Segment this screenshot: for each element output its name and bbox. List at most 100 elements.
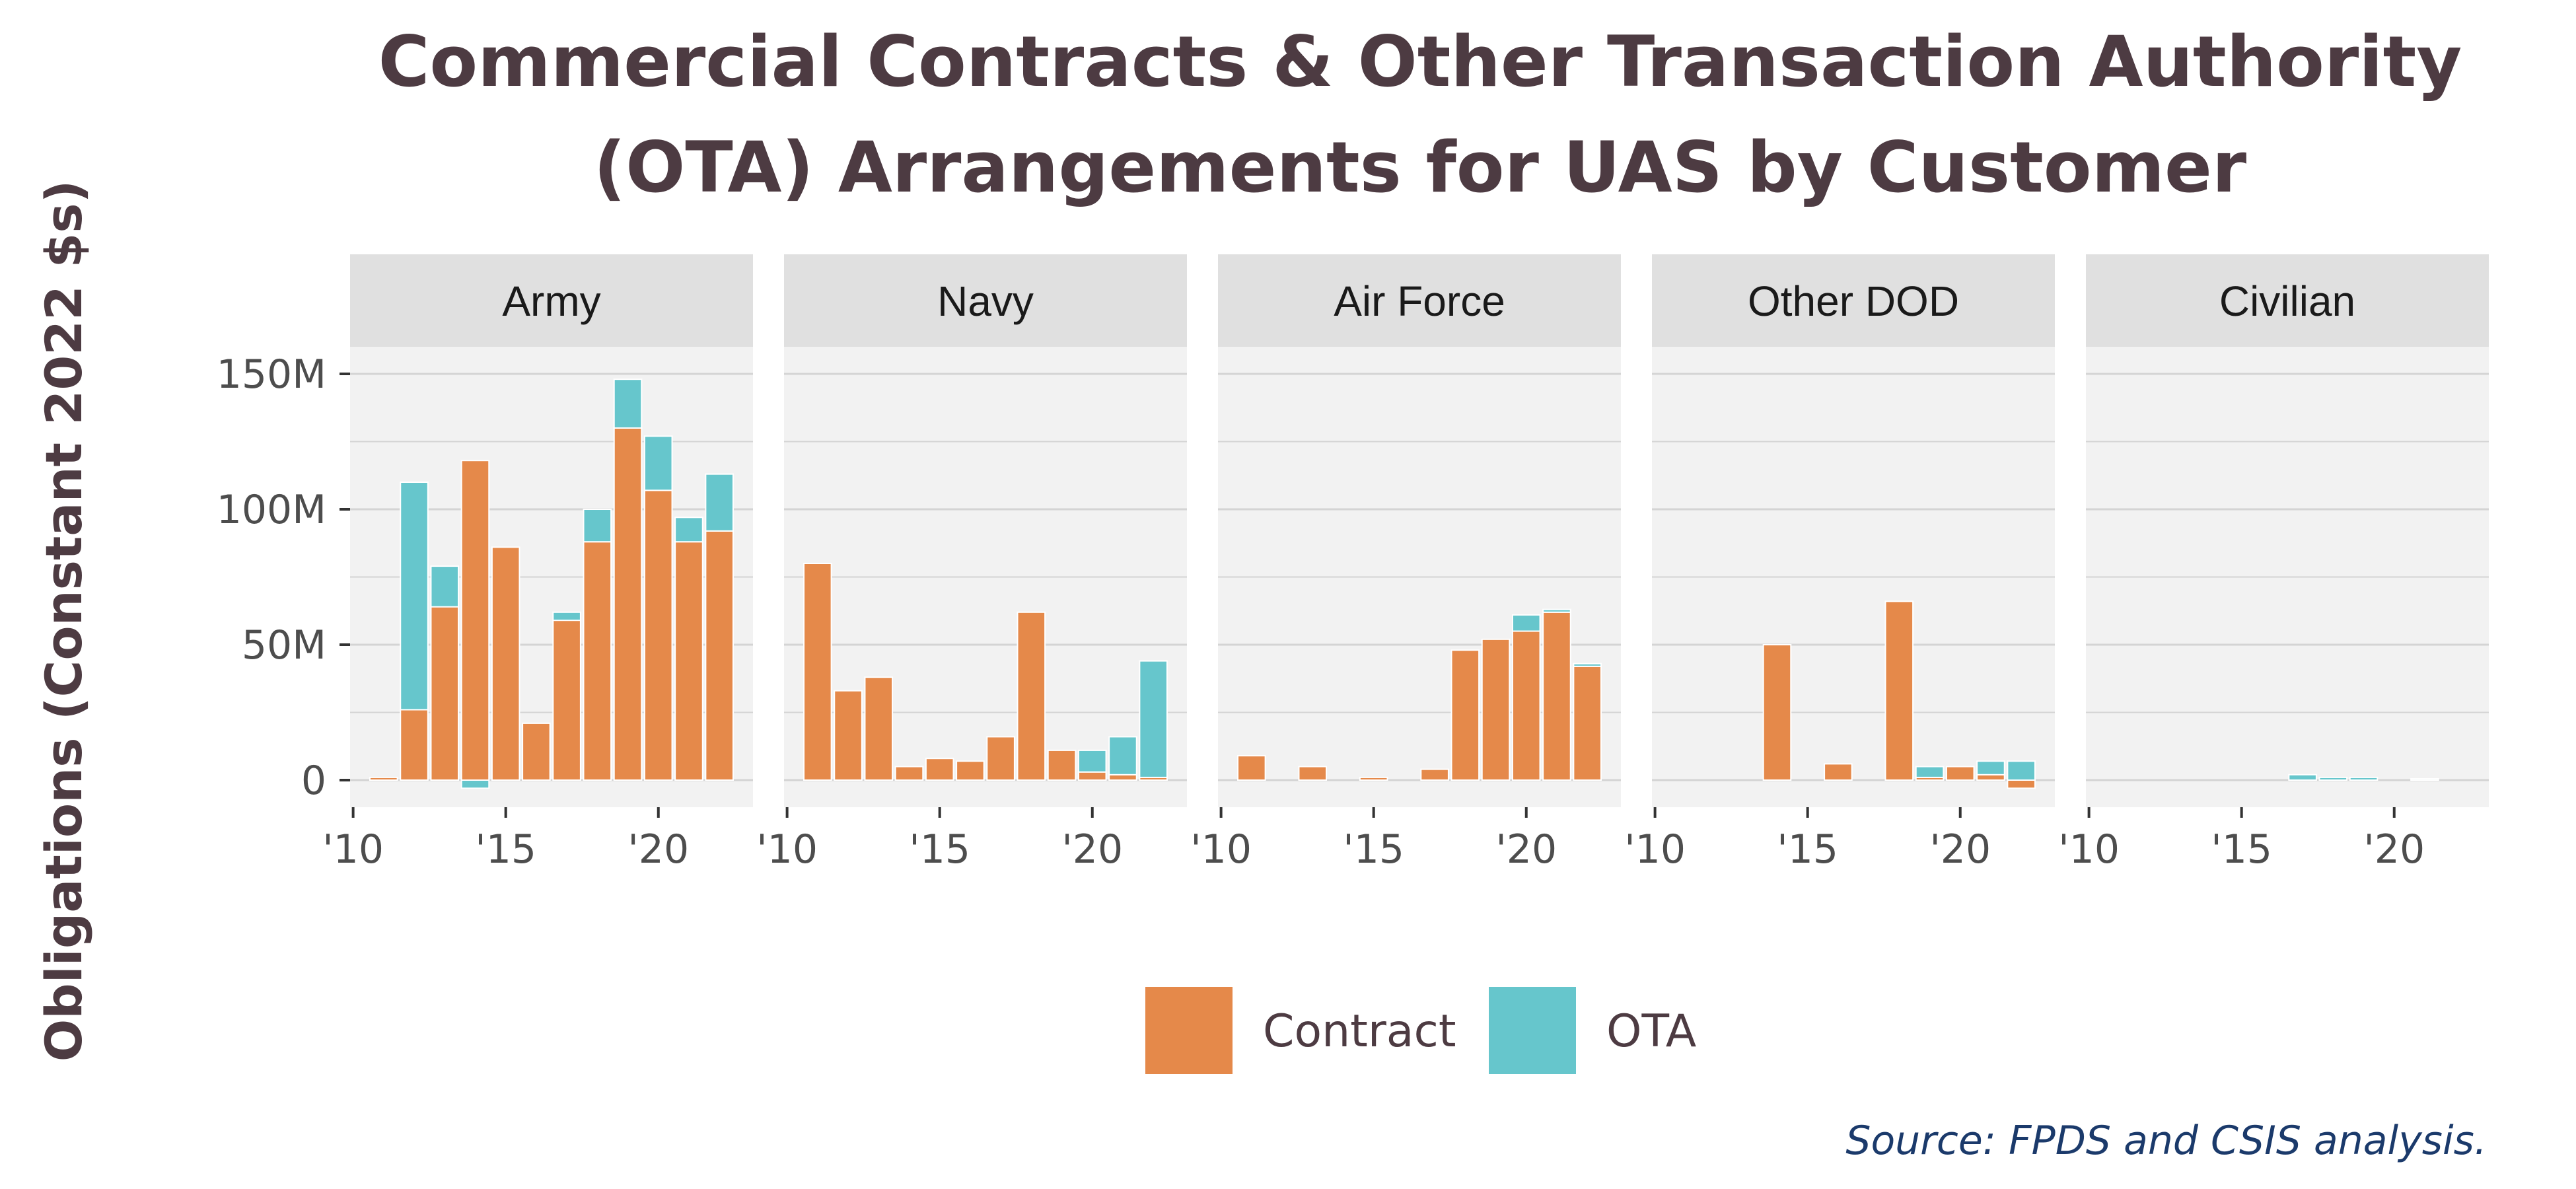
bar-navy-contract-2012 <box>834 690 863 781</box>
bar-army-ota-2014 <box>460 779 490 789</box>
bar-air-force-ota-2022 <box>1573 663 1602 667</box>
bar-navy-contract-2014 <box>894 766 924 781</box>
panel-air-force: Air Force '10 '15 '20 <box>1190 254 1621 873</box>
bar-air-force-contract-2022 <box>1573 665 1602 781</box>
panel-army: Army '10 '15 '20 <box>322 254 753 873</box>
x-tick-label: '20 <box>1061 826 1123 873</box>
bar-army-ota-2022 <box>705 473 734 532</box>
bar-other-dod-ota-2022 <box>2007 760 2036 781</box>
bar-other-dod-contract-2016 <box>1824 763 1853 781</box>
y-tick-label: 50M <box>242 622 326 668</box>
bar-navy-ota-2022 <box>1139 660 1168 778</box>
y-axis-label: Obligations (Constant 2022 $s) <box>34 180 93 1062</box>
x-tick-label: '20 <box>1495 826 1557 873</box>
bar-army-contract-2022 <box>705 530 734 781</box>
bar-army-ota-2021 <box>674 517 703 543</box>
legend-label-contract: Contract <box>1263 1005 1456 1058</box>
strip-other-dod <box>1652 254 2055 347</box>
y-tick-label: 0 <box>301 758 326 804</box>
bar-other-dod-contract-2021 <box>1976 774 2005 781</box>
bar-army-ota-2019 <box>613 378 643 429</box>
facet-panels: Army '10 '15 '20 Navy '10 '15 '20 Air Force '10 '1… <box>322 254 2489 873</box>
bar-air-force-ota-2020 <box>1511 614 1541 632</box>
bar-navy-ota-2021 <box>1108 736 1137 775</box>
bar-army-ota-2012 <box>400 482 429 711</box>
bar-navy-contract-2016 <box>956 760 985 781</box>
x-tick-label: '10 <box>2058 826 2120 873</box>
bar-army-contract-2015 <box>491 546 520 781</box>
bar-army-contract-2014 <box>460 460 490 781</box>
strip-label-air-force: Air Force <box>1334 277 1505 325</box>
bar-navy-contract-2017 <box>986 736 1015 781</box>
bar-air-force-contract-2018 <box>1450 649 1480 781</box>
y-tick-label: 150M <box>217 351 326 398</box>
bar-navy-contract-2021 <box>1108 774 1137 781</box>
bar-air-force-contract-2021 <box>1542 611 1571 781</box>
x-tick-label: '10 <box>1624 826 1686 873</box>
bar-army-contract-2017 <box>552 620 581 781</box>
x-tick-label: '20 <box>1929 826 1991 873</box>
bar-air-force-contract-2015 <box>1359 776 1388 781</box>
chart-title-line-2: (OTA) Arrangements for UAS by Customer <box>594 127 2246 208</box>
y-tick-label: 100M <box>217 487 326 533</box>
bar-navy-contract-2013 <box>864 676 894 781</box>
bar-other-dod-ota-2021 <box>1976 760 2005 775</box>
x-tick-label: '20 <box>2363 826 2425 873</box>
strip-label-civilian: Civilian <box>2219 277 2355 325</box>
bar-air-force-contract-2017 <box>1420 768 1449 781</box>
x-tick-label: '15 <box>1343 826 1404 873</box>
legend-swatch-contract <box>1143 984 1235 1077</box>
bar-civilian-ota-2018 <box>2318 776 2348 781</box>
bar-navy-contract-2011 <box>803 563 832 781</box>
legend-label-ota: OTA <box>1606 1005 1696 1058</box>
legend: Contract OTA <box>1143 984 1696 1077</box>
y-axis: 0 50M 100M 150M <box>217 351 350 804</box>
bar-army-contract-2012 <box>400 709 429 781</box>
bar-army-contract-2020 <box>643 489 673 781</box>
strip-label-other-dod: Other DOD <box>1748 277 1959 325</box>
panel-navy: Navy '10 '15 '20 <box>756 254 1187 873</box>
bar-army-contract-2018 <box>583 541 612 781</box>
panel-other-dod: Other DOD '10 '15 '20 <box>1624 254 2055 873</box>
legend-swatch-ota <box>1486 984 1579 1077</box>
bar-other-dod-ota-2019 <box>1915 766 1945 778</box>
bar-army-ota-2020 <box>643 435 673 491</box>
bar-air-force-contract-2019 <box>1481 638 1511 781</box>
bar-air-force-contract-2011 <box>1237 755 1266 781</box>
bar-civilian-ota-2021 <box>2410 777 2439 781</box>
bar-navy-contract-2020 <box>1077 771 1107 781</box>
x-tick-label: '15 <box>475 826 536 873</box>
bar-air-force-ota-2021 <box>1542 608 1571 613</box>
source-note: Source: FPDS and CSIS analysis. <box>1845 1118 2487 1164</box>
chart-title-line-1: Commercial Contracts & Other Transaction… <box>378 21 2462 102</box>
bar-navy-contract-2015 <box>925 758 954 781</box>
bar-army-ota-2017 <box>552 611 581 622</box>
bar-army-contract-2019 <box>613 427 643 781</box>
bar-air-force-contract-2020 <box>1511 630 1541 781</box>
strip-label-army: Army <box>502 277 600 325</box>
x-tick-label: '10 <box>756 826 818 873</box>
bar-air-force-contract-2013 <box>1298 766 1328 781</box>
bar-other-dod-contract-2018 <box>1884 600 1914 781</box>
strip-label-navy: Navy <box>937 277 1034 325</box>
bar-navy-contract-2019 <box>1047 749 1077 781</box>
bar-civilian-ota-2017 <box>2288 774 2317 781</box>
bar-other-dod-contract-2022 <box>2007 779 2036 789</box>
panel-civilian: Civilian '10 '15 '20 <box>2058 254 2489 873</box>
bar-other-dod-contract-2014 <box>1762 644 1792 781</box>
x-tick-label: '10 <box>322 826 384 873</box>
bar-army-contract-2011 <box>369 776 398 781</box>
bar-navy-ota-2020 <box>1077 749 1107 773</box>
bar-army-ota-2018 <box>583 509 612 543</box>
bar-civilian-ota-2019 <box>2349 776 2379 781</box>
bar-navy-contract-2018 <box>1017 611 1046 781</box>
strip-air-force <box>1218 254 1621 347</box>
x-tick-label: '15 <box>909 826 970 873</box>
bar-army-contract-2021 <box>674 541 703 781</box>
x-tick-label: '20 <box>627 826 689 873</box>
bar-army-contract-2016 <box>522 722 551 781</box>
strip-civilian <box>2086 254 2489 347</box>
strip-army <box>350 254 753 347</box>
bar-army-ota-2013 <box>430 565 460 608</box>
